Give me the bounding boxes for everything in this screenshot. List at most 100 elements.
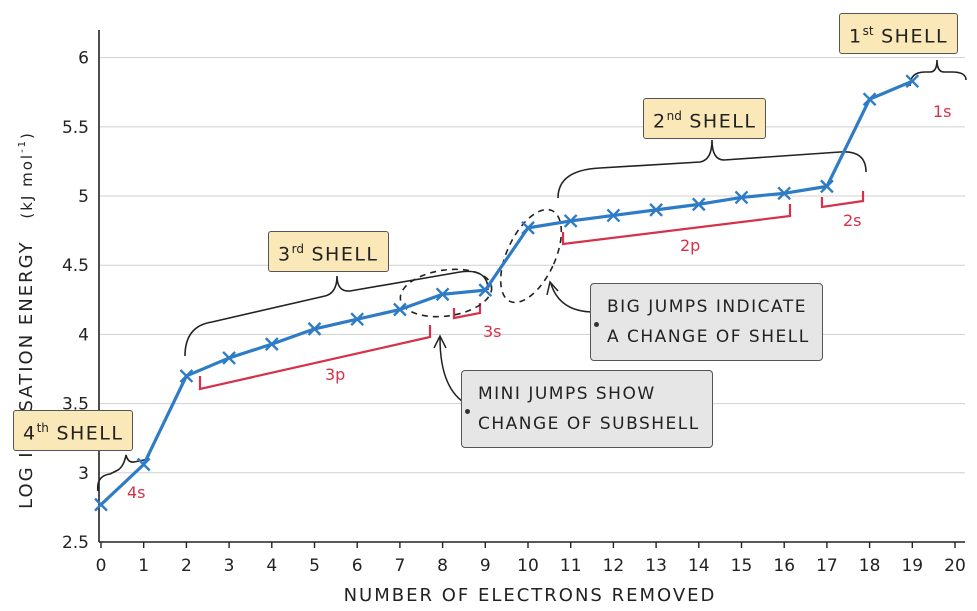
y-tick-label: 5.5: [62, 118, 89, 138]
subshell-brackets: [198, 191, 865, 391]
data-point-cross: [94, 497, 108, 512]
x-tick-label: 9: [480, 556, 491, 576]
data-point-cross: [606, 208, 621, 223]
x-tick-label: 1: [138, 556, 149, 576]
x-axis-label: NUMBER OF ELECTRONS REMOVED: [344, 585, 717, 606]
data-point-cross: [393, 302, 407, 317]
label-1s: 1s: [933, 102, 952, 121]
data-point-cross: [563, 214, 578, 228]
x-tick-label: 4: [266, 556, 277, 576]
series-line: [99, 79, 913, 506]
x-tick-label: 7: [394, 556, 405, 576]
label-2p: 2p: [680, 236, 700, 255]
y-axis-label-text: LOG IONISATION ENERGY: [16, 240, 37, 509]
mini-jumps-note: MINI JUMPS SHOW CHANGE OF SUBSHELL: [461, 370, 713, 448]
x-tick-label: 0: [96, 556, 107, 576]
x-tick-label: 16: [773, 556, 795, 576]
data-point-cross: [777, 186, 792, 201]
x-tick-label: 10: [517, 556, 539, 576]
second-shell-word: SHELL: [689, 110, 757, 133]
data-point-cross: [264, 337, 279, 351]
x-tick-label: 13: [645, 556, 667, 576]
x-tick-label: 17: [816, 556, 838, 576]
big-jump-ellipse: [499, 208, 563, 304]
big-jumps-line-2: A CHANGE OF SHELL: [607, 327, 810, 347]
first-shell-box: 1st SHELL: [839, 13, 959, 55]
x-tick-label: 5: [309, 556, 320, 576]
x-tick-label: 2: [181, 556, 192, 576]
fourth-shell-word: SHELL: [56, 422, 124, 445]
x-tick-label: 18: [859, 556, 881, 576]
y-axis-unit: (kJ mol: [18, 153, 36, 219]
y-axis-label: LOG IONISATION ENERGY (kJ mol-1): [16, 131, 37, 509]
mini-jumps-line-2: CHANGE OF SUBSHELL: [478, 414, 700, 434]
x-tick-label: 19: [901, 556, 923, 576]
y-tick-label: 5: [78, 187, 89, 207]
data-point-cross: [862, 92, 877, 107]
y-axis-unit-close: ): [18, 131, 36, 139]
x-tick-label: 14: [688, 556, 710, 576]
data-point-cross: [179, 369, 194, 383]
y-tick-label: 2.5: [62, 533, 89, 553]
y-axis-unit-sup: -1: [17, 139, 28, 153]
data-point-cross: [691, 197, 706, 212]
fourth-shell-box: 4th SHELL: [13, 410, 134, 452]
x-tick-label: 20: [944, 556, 966, 576]
gridlines: [99, 57, 965, 474]
label-3s: 3s: [483, 322, 502, 341]
bracket-3p: [198, 325, 432, 391]
axes: [98, 30, 965, 543]
data-point-cross: [734, 190, 749, 205]
data-point-cross: [521, 221, 535, 235]
data-point-cross: [820, 179, 834, 194]
third-shell-word: SHELL: [311, 243, 379, 266]
label-4s: 4s: [127, 483, 146, 502]
bracket-3s: [452, 303, 482, 320]
x-tick-label: 8: [437, 556, 448, 576]
data-point-cross: [649, 203, 663, 217]
fourth-shell-num: 4: [23, 422, 37, 445]
x-tick-label: 11: [560, 556, 582, 576]
y-tick-labels: 2.5 3 3.5 4 4.5 5 5.5 6: [62, 49, 89, 553]
x-tick-label: 12: [603, 556, 625, 576]
bracket-2s: [820, 191, 865, 209]
second-shell-box: 2nd SHELL: [643, 98, 767, 140]
y-tick-label: 3.5: [62, 395, 89, 415]
data-point-cross: [350, 312, 365, 327]
y-tick-label: 6: [78, 49, 89, 69]
x-tick-label: 3: [224, 556, 235, 576]
note-dot: [465, 409, 470, 414]
first-shell-sup: st: [862, 24, 874, 38]
x-tick-labels: 0 1 2 3 4 5 6 7 8 9 10 11 12 13 14 15 16 17 18 19 20: [96, 542, 966, 576]
label-2s: 2s: [843, 211, 862, 230]
subshell-labels: 4s 3p 3s 2p 2s 1s: [127, 102, 952, 502]
big-jumps-line-1: BIG JUMPS INDICATE: [607, 297, 807, 317]
first-shell-word: SHELL: [881, 25, 949, 48]
second-shell-sup: nd: [666, 109, 682, 123]
brace-third-shell: [184, 270, 489, 357]
data-point-cross: [307, 322, 322, 336]
big-note-pointer: [546, 280, 595, 313]
mini-jump-ellipse: [399, 268, 493, 318]
data-series: [94, 74, 920, 512]
brace-second-shell: [557, 139, 867, 199]
bracket-2p: [561, 204, 792, 246]
y-tick-label: 4: [78, 325, 89, 345]
jump-ellipses: [399, 208, 563, 318]
x-tick-label: 6: [352, 556, 363, 576]
brace-first-shell: [909, 59, 967, 87]
y-tick-label: 4.5: [62, 256, 89, 276]
big-jumps-note: BIG JUMPS INDICATE A CHANGE OF SHELL: [590, 283, 823, 361]
label-3p: 3p: [325, 365, 345, 384]
third-shell-sup: rd: [291, 242, 304, 256]
first-shell-num: 1: [849, 25, 863, 48]
y-tick-label: 3: [78, 464, 89, 484]
third-shell-num: 3: [278, 243, 292, 266]
data-point-cross: [905, 74, 920, 89]
fourth-shell-sup: th: [36, 421, 49, 435]
data-point-cross: [478, 283, 493, 297]
note-dot: [594, 322, 599, 327]
data-point-cross: [222, 351, 236, 365]
third-shell-box: 3rd SHELL: [268, 231, 389, 273]
